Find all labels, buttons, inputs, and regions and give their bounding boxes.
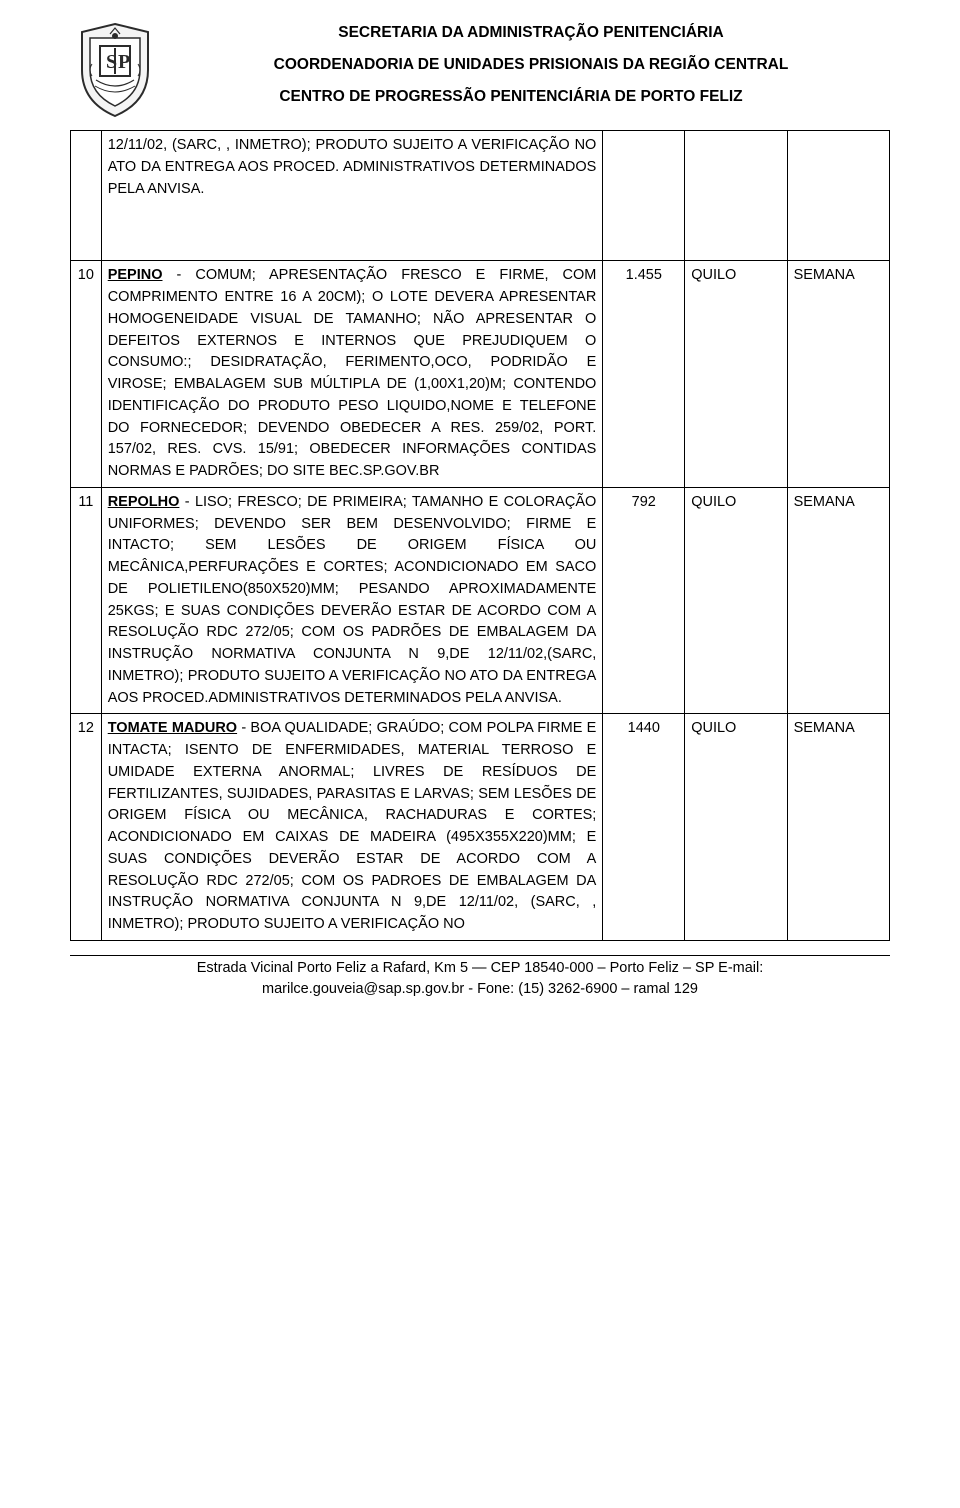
header-line-3: CENTRO DE PROGRESSÃO PENITENCIÁRIA DE PO… [132,88,890,106]
footer-rule [70,955,890,956]
page: S P SECRETARIA DA ADMINISTRAÇÃO PENITENC… [0,0,960,1020]
row-frequency: SEMANA [787,714,889,941]
row-quantity: 792 [603,487,685,714]
product-name: REPOLHO [108,494,180,510]
row-index: 12 [71,714,102,941]
row-unit: QUILO [685,261,787,488]
product-desc: - COMUM; APRESENTAÇÃO FRESCO E FIRME, CO… [108,267,597,479]
product-name: TOMATE MADURO [108,720,237,736]
row-description: REPOLHO - LISO; FRESCO; DE PRIMEIRA; TAM… [101,487,603,714]
table-row: 12TOMATE MADURO - BOA QUALIDADE; GRAÚDO;… [71,714,890,941]
row-unit: QUILO [685,487,787,714]
product-desc: - LISO; FRESCO; DE PRIMEIRA; TAMANHO E C… [108,494,597,706]
row-index: 10 [71,261,102,488]
row-quantity [603,131,685,261]
row-index [71,131,102,261]
product-name: PEPINO [108,267,163,283]
svg-text:P: P [118,51,130,73]
row-description: PEPINO - COMUM; APRESENTAÇÃO FRESCO E FI… [101,261,603,488]
row-index: 11 [71,487,102,714]
footer-line-2: marilce.gouveia@sap.sp.gov.br - Fone: (1… [70,979,890,1000]
header-titles: SECRETARIA DA ADMINISTRAÇÃO PENITENCIÁRI… [172,20,890,106]
row-unit: QUILO [685,714,787,941]
footer-line-1: Estrada Vicinal Porto Feliz a Rafard, Km… [70,958,890,979]
row-quantity: 1.455 [603,261,685,488]
header-line-1: SECRETARIA DA ADMINISTRAÇÃO PENITENCIÁRI… [172,24,890,42]
row-description: 12/11/02, (SARC, , INMETRO); PRODUTO SUJ… [101,131,603,261]
row-frequency: SEMANA [787,261,889,488]
table-row: 12/11/02, (SARC, , INMETRO); PRODUTO SUJ… [71,131,890,261]
table-row: 10PEPINO - COMUM; APRESENTAÇÃO FRESCO E … [71,261,890,488]
table-row: 11REPOLHO - LISO; FRESCO; DE PRIMEIRA; T… [71,487,890,714]
items-table: 12/11/02, (SARC, , INMETRO); PRODUTO SUJ… [70,130,890,941]
row-quantity: 1440 [603,714,685,941]
header-line-2: COORDENADORIA DE UNIDADES PRISIONAIS DA … [172,56,890,74]
row-frequency: SEMANA [787,487,889,714]
row-unit [685,131,787,261]
product-desc: - BOA QUALIDADE; GRAÚDO; COM POLPA FIRME… [108,720,597,932]
footer: Estrada Vicinal Porto Feliz a Rafard, Km… [70,955,890,1000]
row-description: TOMATE MADURO - BOA QUALIDADE; GRAÚDO; C… [101,714,603,941]
row-frequency [787,131,889,261]
header: S P SECRETARIA DA ADMINISTRAÇÃO PENITENC… [70,20,890,120]
